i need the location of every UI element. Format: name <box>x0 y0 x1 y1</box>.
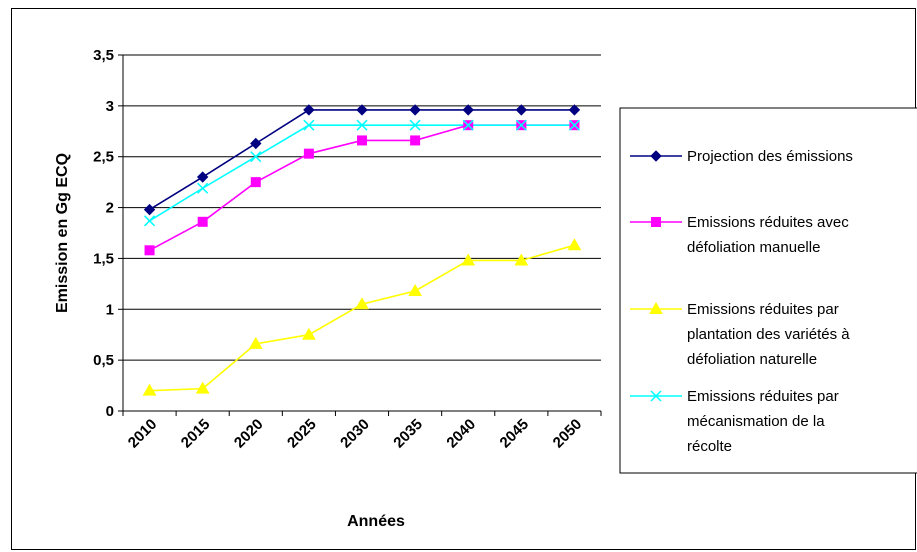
x-tick-label: 2010 <box>125 416 161 452</box>
legend: Projection des émissions Emissions réduit… <box>619 107 917 474</box>
y-tick-label: 1,5 <box>93 250 114 267</box>
x-tick-label: 2040 <box>443 416 479 452</box>
grid-lines <box>123 54 601 361</box>
y-tick-label: 0,5 <box>93 352 114 369</box>
y-tick-label: 0 <box>106 403 114 420</box>
series-2-point <box>357 135 367 146</box>
x-tick-label: 2015 <box>178 416 214 452</box>
legend-label: mécanismation de la <box>687 413 825 430</box>
x-axis-title: Années <box>347 513 405 530</box>
legend-box <box>619 107 917 474</box>
series-3-point <box>461 253 476 266</box>
series-1-point <box>356 104 368 116</box>
y-tick-label: 2 <box>106 200 114 217</box>
series-1-point <box>409 104 421 116</box>
series-line-3 <box>149 244 575 392</box>
legend-label: plantation des variétés à <box>687 326 850 343</box>
x-tick-label: 2025 <box>284 416 320 452</box>
x-tick-label: 2045 <box>497 416 533 452</box>
series-3-point <box>195 381 210 394</box>
series-4-point <box>144 215 156 227</box>
series-2-point <box>303 148 314 159</box>
series-4-point <box>197 182 209 194</box>
legend-label: récolte <box>687 438 732 455</box>
chart-frame: 0 0,5 1 1,5 2 2,5 3 3,5 2010 2015 2020 2025 2030 203… <box>11 8 917 550</box>
legend-marker <box>650 150 662 162</box>
series-1-point <box>250 137 262 150</box>
series-lines <box>149 109 575 392</box>
x-tick-label: 2020 <box>231 416 267 452</box>
series-1-point <box>462 104 474 116</box>
legend-marker <box>650 390 662 402</box>
y-tick-label: 1 <box>106 301 114 318</box>
series-1-point <box>143 203 156 216</box>
series-markers <box>142 104 582 396</box>
legend-label: Emissions réduites par <box>687 301 839 318</box>
series-3-point <box>248 336 263 349</box>
series-2-point <box>250 177 261 188</box>
line-chart: 0 0,5 1 1,5 2 2,5 3 3,5 2010 2015 2020 2025 2030 203… <box>54 47 917 530</box>
x-tick-label: 2050 <box>550 416 586 452</box>
series-4-point <box>356 119 368 131</box>
series-2-point <box>197 216 208 227</box>
series-2-point <box>410 135 421 146</box>
series-4-point <box>409 119 421 131</box>
legend-marker <box>649 301 663 314</box>
series-3-point <box>514 253 529 266</box>
y-tick-label: 3,5 <box>93 47 114 64</box>
series-4-point <box>515 119 527 131</box>
series-4-point <box>303 119 315 131</box>
x-tick-label: 2035 <box>390 416 426 452</box>
y-tick-labels: 0 0,5 1 1,5 2 2,5 3 3,5 <box>93 47 114 420</box>
y-tick-label: 3 <box>106 98 114 115</box>
series-2-point <box>144 245 155 256</box>
legend-label: Emissions réduites avec <box>687 214 849 231</box>
series-4-point <box>462 119 474 131</box>
legend-label: Emissions réduites par <box>687 388 839 405</box>
legend-label: défoliation naturelle <box>687 351 817 368</box>
y-axis-title: Emission en Gg ECQ <box>54 153 71 313</box>
y-tick-label: 2,5 <box>93 149 114 166</box>
x-tick-labels: 2010 2015 2020 2025 2030 2035 2040 2045 2050 <box>125 416 586 452</box>
series-1-point <box>303 104 315 116</box>
legend-marker <box>651 217 661 227</box>
legend-label: défoliation manuelle <box>687 239 820 256</box>
series-3-point <box>302 327 316 340</box>
legend-label: Projection des émissions <box>687 148 853 165</box>
series-4-point <box>250 151 262 163</box>
series-1-point <box>515 104 528 116</box>
series-3-point <box>408 283 422 296</box>
series-3-point <box>142 383 157 396</box>
x-tick-label: 2030 <box>337 416 373 452</box>
series-1-point <box>568 104 581 116</box>
axes <box>118 54 602 416</box>
series-1-point <box>196 171 209 183</box>
series-3-point <box>567 238 582 251</box>
series-3-point <box>355 297 369 310</box>
series-4-point <box>568 119 580 131</box>
